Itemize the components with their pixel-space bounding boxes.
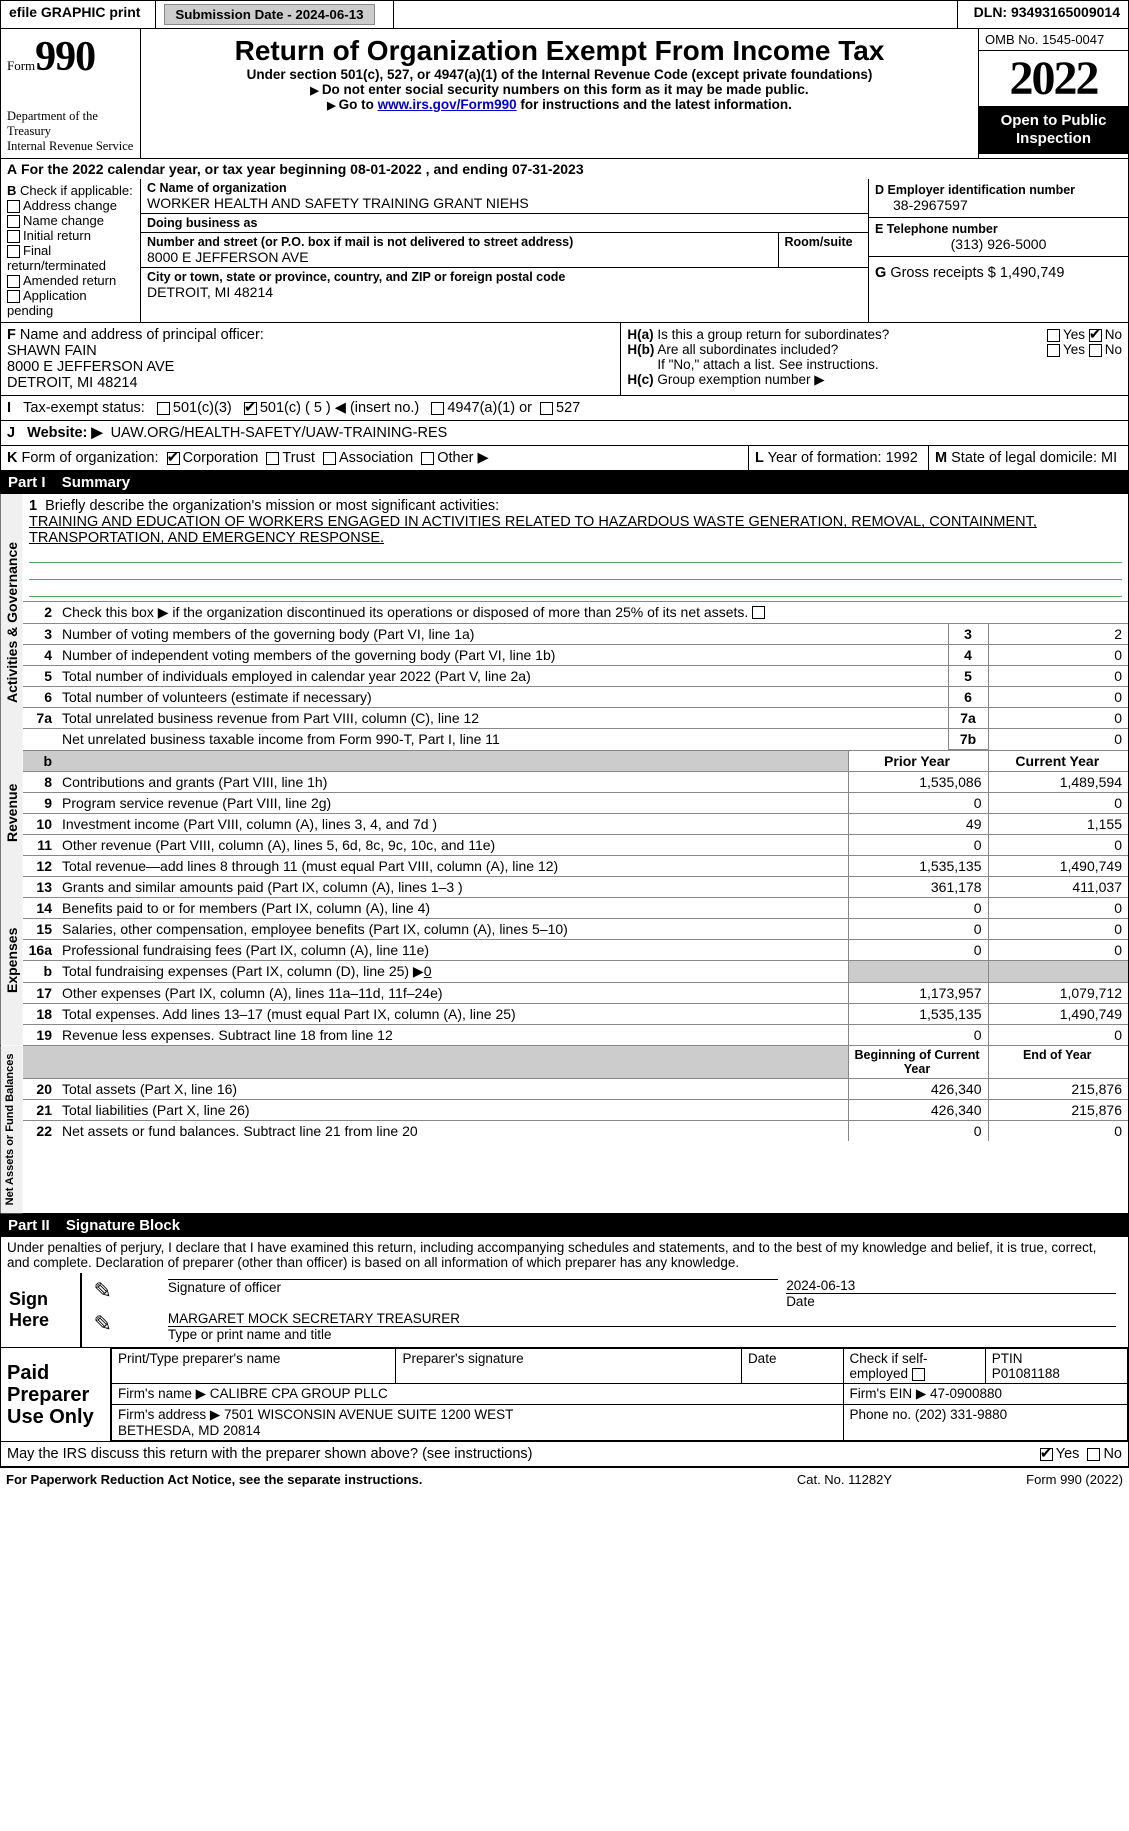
signer-name: MARGARET MOCK SECRETARY TREASURER	[168, 1311, 460, 1326]
line-6-value: 0	[988, 687, 1128, 708]
catalog-number: Cat. No. 11282Y	[751, 1468, 939, 1492]
city-state-zip: DETROIT, MI 48214	[147, 284, 862, 300]
section-f: F Name and address of principal officer:…	[1, 323, 621, 396]
sig-date: 2024-06-13	[786, 1278, 1116, 1294]
checkbox-other[interactable]	[421, 452, 434, 465]
checkbox-app-pending[interactable]	[7, 290, 20, 303]
line-7a-value: 0	[988, 708, 1128, 729]
checkbox-initial-return[interactable]	[7, 230, 20, 243]
org-name: WORKER HEALTH AND SAFETY TRAINING GRANT …	[147, 195, 862, 211]
part-i-header: Part I Summary	[0, 471, 1129, 494]
form-header: Form990 Department of the Treasury Inter…	[0, 29, 1129, 159]
line-a: A For the 2022 calendar year, or tax yea…	[0, 159, 1129, 179]
tab-revenue: Revenue	[1, 750, 24, 876]
part-ii-header: Part II Signature Block	[0, 1214, 1129, 1237]
year-cell: OMB No. 1545-0047 2022 Open to Public In…	[979, 29, 1129, 159]
telephone: (313) 926-5000	[875, 236, 1122, 252]
form-title: Return of Organization Exempt From Incom…	[147, 33, 972, 67]
section-h: H(a) Is this a group return for subordin…	[621, 323, 1129, 396]
checkbox-corp[interactable]	[167, 452, 180, 465]
open-inspection: Open to Public Inspection	[979, 106, 1128, 154]
year-formation: 1992	[886, 450, 918, 466]
line-7b-value: 0	[988, 729, 1128, 750]
checkbox-discuss-yes[interactable]	[1040, 1448, 1053, 1461]
checkbox-discontinued[interactable]	[752, 606, 765, 619]
line-3-value: 2	[988, 624, 1128, 645]
dept-label: Department of the Treasury	[7, 109, 134, 139]
page-footer: For Paperwork Reduction Act Notice, see …	[0, 1467, 1129, 1491]
firm-phone: (202) 331-9880	[915, 1407, 1007, 1422]
pen-icon: ✎	[94, 1311, 112, 1336]
section-d-e-g: D Employer identification number 38-2967…	[869, 179, 1129, 323]
tab-activities: Activities & Governance	[1, 494, 24, 750]
irs-label: Internal Revenue Service	[7, 139, 134, 154]
gross-receipts: 1,490,749	[1000, 265, 1065, 281]
tab-net-assets: Net Assets or Fund Balances	[1, 1045, 24, 1213]
checkbox-527[interactable]	[540, 402, 553, 415]
discuss-row: May the IRS discuss this return with the…	[1, 1442, 1129, 1467]
firm-name: CALIBRE CPA GROUP PLLC	[210, 1386, 388, 1401]
checkbox-hb-no[interactable]	[1089, 344, 1102, 357]
dln-cell: DLN: 93493165009014	[958, 1, 1129, 29]
col-end-year: End of Year	[988, 1046, 1128, 1079]
efile-label: efile GRAPHIC print	[1, 1, 156, 29]
checkbox-ha-yes[interactable]	[1047, 329, 1060, 342]
checkbox-assoc[interactable]	[323, 452, 336, 465]
penalties-text: Under penalties of perjury, I declare th…	[0, 1237, 1129, 1273]
section-klm: K Form of organization: Corporation Trus…	[0, 446, 1129, 471]
street: 8000 E JEFFERSON AVE	[147, 249, 772, 265]
officer-name: SHAWN FAIN	[7, 343, 97, 359]
section-j: J Website: ▶ UAW.ORG/HEALTH-SAFETY/UAW-T…	[1, 421, 1129, 446]
checkbox-address-change[interactable]	[7, 200, 20, 213]
website: UAW.ORG/HEALTH-SAFETY/UAW-TRAINING-RES	[111, 425, 448, 441]
col-current-year: Current Year	[988, 751, 1128, 772]
line-4-value: 0	[988, 645, 1128, 666]
officer-group-block: F Name and address of principal officer:…	[0, 323, 1129, 396]
checkbox-501c3[interactable]	[157, 402, 170, 415]
ptin: P01081188	[992, 1366, 1060, 1381]
checkbox-501c[interactable]	[244, 402, 257, 415]
part-i-body: Activities & Governance 1 Briefly descri…	[0, 494, 1129, 1214]
top-bar: efile GRAPHIC print Submission Date - 20…	[0, 0, 1129, 29]
checkbox-hb-yes[interactable]	[1047, 344, 1060, 357]
state-domicile: MI	[1101, 450, 1117, 466]
org-info-block: B Check if applicable: Address change Na…	[0, 179, 1129, 323]
checkbox-self-employed[interactable]	[912, 1368, 925, 1381]
paid-preparer-block: Paid Preparer Use Only Print/Type prepar…	[0, 1348, 1129, 1442]
col-prior-year: Prior Year	[848, 751, 988, 772]
ein: 38-2967597	[875, 197, 1122, 213]
title-cell: Return of Organization Exempt From Incom…	[141, 29, 979, 159]
submission-cell: Submission Date - 2024-06-13	[156, 1, 394, 29]
subtitle-3: Go to www.irs.gov/Form990 for instructio…	[147, 97, 972, 112]
form-footer: Form 990 (2022)	[938, 1468, 1129, 1492]
instructions-link[interactable]: www.irs.gov/Form990	[378, 97, 517, 112]
firm-ein: 47-0900880	[930, 1386, 1002, 1401]
paid-preparer-label: Paid Preparer Use Only	[1, 1348, 111, 1442]
line-5-value: 0	[988, 666, 1128, 687]
col-beginning-year: Beginning of Current Year	[848, 1046, 988, 1079]
topbar-spacer	[394, 1, 958, 29]
sign-here-label: Sign Here	[1, 1273, 81, 1348]
checkbox-trust[interactable]	[266, 452, 279, 465]
section-b: B Check if applicable: Address change Na…	[1, 179, 141, 323]
form-id-cell: Form990 Department of the Treasury Inter…	[1, 29, 141, 159]
subtitle-1: Under section 501(c), 527, or 4947(a)(1)…	[147, 67, 972, 82]
section-i: I Tax-exempt status: 501(c)(3) 501(c) ( …	[1, 396, 1129, 421]
omb-number: OMB No. 1545-0047	[979, 29, 1128, 51]
section-c: C Name of organization WORKER HEALTH AND…	[141, 179, 869, 323]
checkbox-4947[interactable]	[431, 402, 444, 415]
pen-icon: ✎	[94, 1278, 112, 1303]
checkbox-discuss-no[interactable]	[1087, 1448, 1100, 1461]
tax-year: 2022	[979, 51, 1128, 106]
checkbox-amended[interactable]	[7, 275, 20, 288]
tab-expenses: Expenses	[1, 876, 24, 1045]
checkbox-ha-no[interactable]	[1089, 329, 1102, 342]
mission-text: TRAINING AND EDUCATION OF WORKERS ENGAGE…	[29, 514, 1037, 546]
subtitle-2: Do not enter social security numbers on …	[147, 82, 972, 97]
checkbox-name-change[interactable]	[7, 215, 20, 228]
sign-here-block: Sign Here ✎ Signature of officer 2024-06…	[0, 1273, 1129, 1348]
checkbox-final-return[interactable]	[7, 245, 20, 258]
submission-date-button[interactable]: Submission Date - 2024-06-13	[164, 4, 374, 25]
